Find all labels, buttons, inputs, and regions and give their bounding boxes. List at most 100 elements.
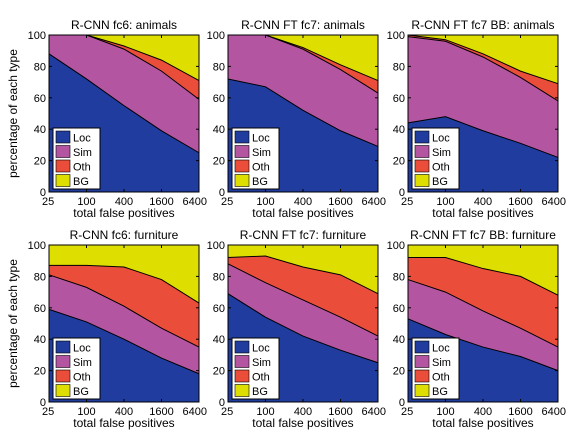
chart-title: R-CNN fc6: furniture bbox=[70, 228, 179, 242]
legend-label: Sim bbox=[73, 147, 92, 159]
x-axis-label: total false positives bbox=[73, 206, 174, 220]
y-tick-label: 0 bbox=[219, 397, 225, 409]
boundary-loc bbox=[407, 116, 559, 158]
legend: Loc Sim Oth BG bbox=[52, 337, 101, 400]
y-tick-label: 100 bbox=[387, 240, 405, 252]
y-tick-label: 60 bbox=[213, 93, 225, 105]
legend-swatch bbox=[234, 130, 250, 144]
x-tick-label: 1600 bbox=[508, 406, 532, 418]
boundary-sim bbox=[407, 36, 559, 102]
legend-label: Sim bbox=[252, 357, 271, 369]
legend: Loc Sim Oth BG bbox=[411, 337, 460, 400]
y-tick-label: 20 bbox=[34, 366, 46, 378]
legend-swatch bbox=[234, 145, 250, 158]
x-tick-label: 100 bbox=[256, 406, 274, 418]
legend-label: Sim bbox=[252, 147, 271, 159]
legend-label: Oth bbox=[73, 372, 91, 384]
x-axis-label: total false positives bbox=[73, 416, 174, 430]
area-bg bbox=[228, 245, 378, 294]
legend: Loc Sim Oth BG bbox=[52, 127, 101, 190]
y-tick-label: 40 bbox=[213, 124, 225, 136]
x-tick-label: 1600 bbox=[149, 196, 173, 208]
legend-swatch bbox=[234, 355, 250, 368]
legend: Loc Sim Oth BG bbox=[231, 127, 280, 190]
boundary-oth bbox=[407, 34, 559, 85]
y-tick-label: 60 bbox=[393, 303, 405, 315]
x-tick-label: 25 bbox=[221, 196, 233, 208]
boundary-loc bbox=[407, 318, 559, 372]
panel-6: 0 20 40 60 80 100 25 100 400 1600 6400 R-CNN FT fc7… bbox=[387, 228, 566, 430]
legend-label: BG bbox=[432, 386, 448, 398]
legend-swatch bbox=[414, 340, 430, 354]
legend-label: Loc bbox=[252, 133, 270, 145]
legend-swatch bbox=[414, 159, 430, 173]
x-tick-label: 6400 bbox=[362, 196, 386, 208]
chart-title: R-CNN FT fc7: furniture bbox=[240, 228, 367, 242]
legend-swatch bbox=[55, 340, 71, 354]
legend-label: Loc bbox=[73, 133, 91, 145]
chart-title: R-CNN fc6: animals bbox=[71, 18, 177, 32]
legend-swatch bbox=[414, 174, 430, 187]
boundary-loc bbox=[48, 308, 200, 375]
panel-2: 0 20 40 60 80 100 25 100 400 1600 6400 R-CNN FT fc7… bbox=[207, 18, 386, 220]
panel-3: 0 20 40 60 80 100 25 100 400 1600 6400 R-CNN FT fc7… bbox=[387, 18, 566, 220]
x-axis-label: total false positives bbox=[252, 416, 353, 430]
y-tick-label: 100 bbox=[207, 240, 225, 252]
x-tick-label: 6400 bbox=[362, 406, 386, 418]
x-tick-label: 400 bbox=[474, 406, 492, 418]
legend-label: Sim bbox=[432, 147, 451, 159]
y-tick-label: 40 bbox=[213, 334, 225, 346]
boundary-loc bbox=[48, 53, 200, 154]
y-tick-label: 20 bbox=[213, 156, 225, 168]
boundary-loc bbox=[227, 293, 379, 364]
y-tick-label: 20 bbox=[393, 366, 405, 378]
x-tick-label: 25 bbox=[401, 406, 413, 418]
legend-swatch bbox=[55, 159, 71, 173]
legend-label: Oth bbox=[252, 372, 270, 384]
area-sim bbox=[49, 274, 199, 374]
legend-label: Oth bbox=[73, 162, 91, 174]
x-tick-label: 100 bbox=[77, 196, 95, 208]
panel-1: 0 20 40 60 80 100 25 100 400 1600 6400 R-CNN fc6: a… bbox=[6, 18, 207, 220]
legend: Loc Sim Oth BG bbox=[231, 337, 280, 400]
x-tick-label: 6400 bbox=[542, 406, 566, 418]
x-axis-label: total false positives bbox=[432, 206, 533, 220]
y-tick-label: 40 bbox=[34, 124, 46, 136]
legend-label: BG bbox=[73, 176, 89, 188]
x-tick-label: 25 bbox=[401, 196, 413, 208]
y-tick-label: 20 bbox=[34, 156, 46, 168]
x-tick-label: 400 bbox=[115, 406, 133, 418]
y-tick-label: 100 bbox=[207, 30, 225, 42]
y-tick-label: 0 bbox=[219, 187, 225, 199]
x-tick-label: 6400 bbox=[183, 196, 207, 208]
x-tick-label: 6400 bbox=[183, 406, 207, 418]
area-bg bbox=[408, 35, 558, 84]
legend-label: Loc bbox=[73, 343, 91, 355]
legend: Loc Sim Oth BG bbox=[411, 127, 460, 190]
legend-swatch bbox=[414, 384, 430, 397]
x-tick-label: 400 bbox=[115, 196, 133, 208]
x-tick-label: 25 bbox=[42, 196, 54, 208]
legend-swatch bbox=[55, 145, 71, 158]
legend-swatch bbox=[414, 145, 430, 158]
y-tick-label: 0 bbox=[399, 397, 405, 409]
area-sim bbox=[228, 263, 378, 363]
panel-4: 0 20 40 60 80 100 25 100 400 1600 6400 R-CNN fc6: f… bbox=[6, 228, 207, 430]
area-sim bbox=[49, 35, 199, 153]
x-tick-label: 1600 bbox=[149, 406, 173, 418]
y-tick-label: 80 bbox=[34, 61, 46, 73]
legend-swatch bbox=[234, 384, 250, 397]
y-tick-label: 80 bbox=[213, 61, 225, 73]
y-tick-label: 60 bbox=[213, 303, 225, 315]
legend-swatch bbox=[414, 369, 430, 383]
panel-5: 0 20 40 60 80 100 25 100 400 1600 6400 R-CNN FT fc7… bbox=[207, 228, 386, 430]
area-sim bbox=[228, 35, 378, 147]
x-axis-label: total false positives bbox=[252, 206, 353, 220]
y-tick-label: 20 bbox=[393, 156, 405, 168]
legend-swatch bbox=[55, 174, 71, 187]
x-axis-label: total false positives bbox=[432, 416, 533, 430]
y-axis-label: percentage of each type bbox=[6, 49, 20, 178]
boundary-oth bbox=[408, 257, 559, 296]
y-tick-label: 0 bbox=[399, 187, 405, 199]
legend-label: BG bbox=[252, 176, 268, 188]
